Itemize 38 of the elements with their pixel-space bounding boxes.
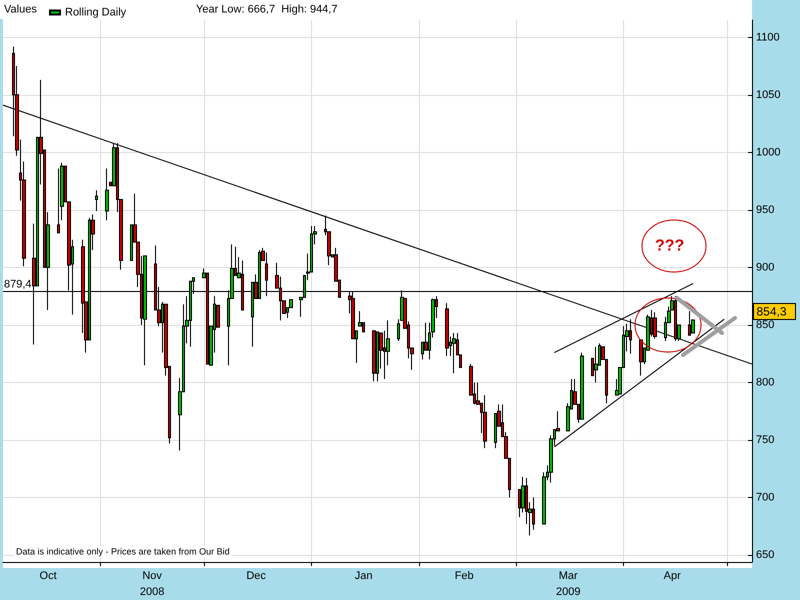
candlestick [580,352,584,420]
candlestick [105,168,109,221]
y-tick-label: 1100 [756,31,780,44]
y-tick-label: 950 [756,204,774,216]
y-tick-label: 1050 [756,88,780,101]
candlestick [445,302,449,357]
x-tick-label: Apr [664,570,682,582]
candlestick [452,332,456,374]
ref-line-label: 879,4 [4,278,32,291]
y-tick-label: 750 [756,434,774,446]
annotation: ??? [655,238,684,254]
x-tick-label: Mar 2009 [556,570,580,598]
y-tick-label: 700 [756,492,774,504]
candlestick [376,331,379,382]
candlestick [629,318,632,354]
candlestick [653,312,657,340]
legend-label: Rolling Daily [65,6,127,18]
y-tick-label: 1000 [756,146,780,158]
legend-title: Values [4,4,38,16]
y-tick-label: 900 [756,261,774,274]
chart-subtitle: Year Low: 666,7 High: 944,7 [196,4,338,16]
annotation: Data is indicative only - Prices are taken from Our Bid [16,546,230,556]
candlestick [639,339,643,376]
candlestick [674,296,677,342]
x-tick-label: Nov 2008 [140,570,164,598]
x-tick-label: Feb [454,570,474,582]
x-tick-label: Jan [354,570,373,582]
candlestick [483,394,487,449]
x-tick-label: Oct [40,570,57,582]
candlestick [688,310,691,336]
candlestick [372,330,376,382]
candlestick [594,346,598,383]
y-tick-label: 650 [756,549,774,562]
y-tick-label: 800 [756,376,774,388]
text: 854,3 [756,304,787,318]
candlestick [95,190,98,212]
y-tick-label: 850 [756,318,774,331]
x-tick-label: Dec [246,570,266,582]
